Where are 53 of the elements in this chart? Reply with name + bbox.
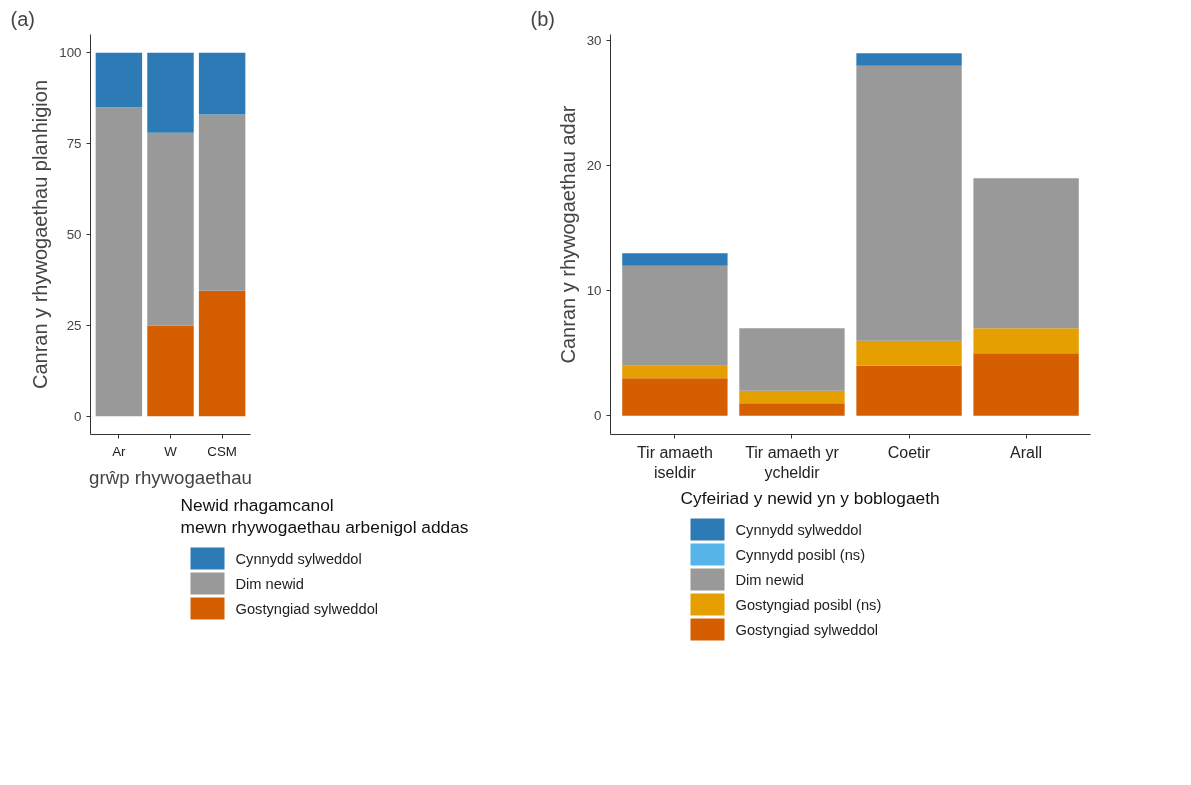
bar <box>739 390 845 404</box>
bar <box>198 114 246 291</box>
bar <box>622 365 728 379</box>
bar <box>147 52 194 133</box>
x-tick-label: Tir amaeth iseldir <box>636 443 713 481</box>
y-tick-label: 30 <box>586 33 602 49</box>
legend-label: Gostyngiad sylweddol <box>735 621 879 638</box>
y-tick-label: 75 <box>66 136 82 152</box>
y-tick-label: 50 <box>66 227 82 242</box>
legend-label: Dim newid <box>235 575 304 592</box>
legend-label: Gostyngiad posibl (ns) <box>735 596 882 613</box>
bar <box>147 325 194 417</box>
bar <box>198 290 246 417</box>
legend-label: Cynnydd posibl (ns) <box>735 546 866 563</box>
bar <box>147 132 194 326</box>
bar <box>973 328 1079 354</box>
legend-label: Cynnydd sylweddol <box>735 521 862 538</box>
x-axis-title: grŵp rhywogaethau <box>89 466 252 488</box>
bar <box>856 365 962 416</box>
bar <box>95 107 143 417</box>
legend-title: Newid rhagamcanol mewn rhywogaethau arbenigol addas <box>180 494 469 537</box>
chart-title: (a) <box>10 7 35 30</box>
x-tick-label: Ar <box>112 443 127 459</box>
bar <box>95 52 143 108</box>
y-axis-title: Canran y rhywogaethau adar <box>556 105 579 364</box>
x-tick-label: Arall <box>1010 443 1043 461</box>
y-tick-label: 20 <box>586 158 602 174</box>
bar <box>973 353 1079 416</box>
bar <box>622 378 728 416</box>
y-tick-label: 10 <box>586 283 602 299</box>
bar <box>622 265 728 366</box>
y-axis-title: Canran y rhywogaethau planhigion <box>29 79 52 390</box>
bar <box>198 52 246 115</box>
bar <box>856 65 962 341</box>
bar <box>856 53 962 66</box>
legend-label: Dim newid <box>735 571 804 588</box>
chart-title: (b) <box>530 7 555 30</box>
y-tick-label: 100 <box>59 45 82 61</box>
x-tick-label: Coetir <box>887 443 932 461</box>
x-tick-label: W <box>164 443 178 459</box>
bar <box>622 253 728 266</box>
bar <box>973 178 1079 329</box>
bar <box>856 340 962 366</box>
bar <box>739 328 845 391</box>
y-tick-label: 0 <box>594 408 602 424</box>
y-tick-label: 25 <box>66 317 82 333</box>
legend-label: Cynnydd sylweddol <box>235 550 362 567</box>
legend-title: Cyfeiriad y newid yn y boblogaeth <box>680 487 940 508</box>
bar <box>739 403 845 416</box>
x-tick-label: Tir amaeth yr ycheldir <box>745 443 840 481</box>
x-tick-label: CSM <box>207 443 237 459</box>
y-tick-label: 0 <box>74 408 82 424</box>
legend-label: Gostyngiad sylweddol <box>235 600 379 617</box>
